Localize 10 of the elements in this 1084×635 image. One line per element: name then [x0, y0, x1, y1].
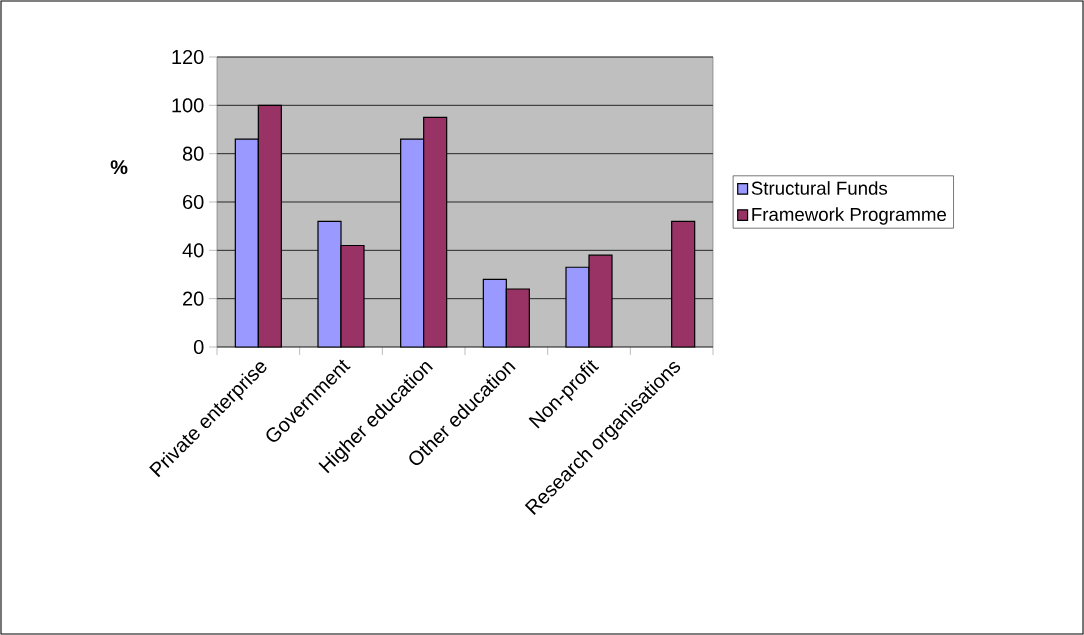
y-tick-label: 120 [172, 49, 204, 65]
y-tick-label: 0 [193, 339, 204, 355]
legend-label: Structural Funds [751, 181, 888, 195]
y-tick-label: 100 [172, 98, 204, 113]
legend-label: Framework Programme [752, 207, 947, 225]
y-tick-label: 40 [182, 243, 204, 258]
y-axis-title: % [110, 160, 128, 175]
y-tick-label: 80 [182, 146, 204, 161]
y-tick-label: 60 [183, 194, 204, 210]
y-tick-label: 20 [183, 291, 204, 306]
